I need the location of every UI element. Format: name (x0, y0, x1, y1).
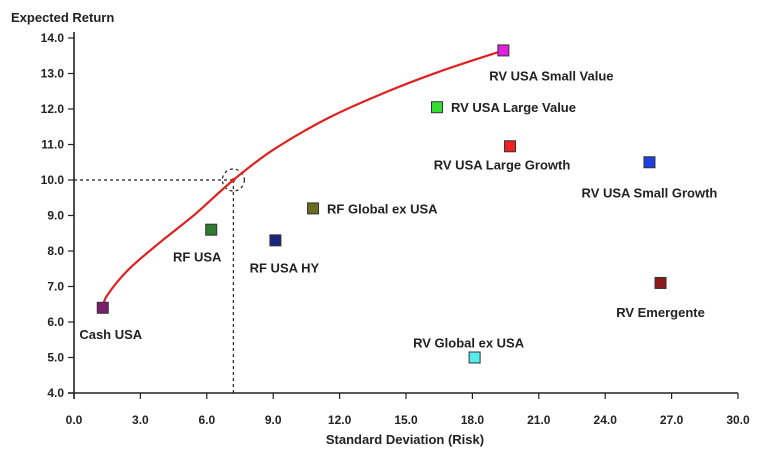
points-layer (96, 44, 667, 364)
highlight-dot (231, 178, 236, 182)
y-tick-label: 12.0 (41, 102, 65, 116)
x-axis-title: Standard Deviation (Risk) (326, 432, 484, 447)
point-label-cash-usa: Cash USA (79, 327, 142, 342)
x-tick-label: 15.0 (394, 413, 418, 427)
x-tick-label: 12.0 (328, 413, 352, 427)
point-label-rf-global-ex-usa: RF Global ex USA (327, 201, 438, 216)
point-label-rv-usa-small-growth: RV USA Small Growth (582, 185, 718, 200)
point-label-rv-emergente: RV Emergente (616, 305, 705, 320)
point-label-rf-usa-hy: RF USA HY (250, 260, 320, 275)
x-tick-label: 21.0 (527, 413, 551, 427)
point-marker-rv-usa-large-growth (504, 140, 517, 153)
point-label-rv-global-ex-usa: RV Global ex USA (413, 336, 525, 351)
x-tick-label: 30.0 (726, 413, 750, 427)
y-tick-label: 11.0 (41, 138, 64, 152)
point-label-rv-usa-small-value: RV USA Small Value (489, 68, 613, 83)
y-tick-label: 10.0 (41, 173, 65, 187)
x-tick-label: 24.0 (594, 413, 618, 427)
point-marker-rv-global-ex-usa (468, 351, 481, 364)
x-tick-label: 27.0 (660, 413, 684, 427)
point-label-rv-usa-large-growth: RV USA Large Growth (434, 157, 571, 172)
y-tick-label: 14.0 (41, 31, 65, 45)
point-marker-rv-emergente (654, 276, 667, 289)
point-marker-cash-usa (96, 301, 109, 314)
y-tick-label: 9.0 (47, 209, 64, 223)
y-tick-label: 4.0 (47, 386, 64, 400)
x-tick-label: 9.0 (265, 413, 282, 427)
point-label-rf-usa: RF USA (173, 250, 222, 265)
point-marker-rf-usa-hy (269, 234, 282, 247)
y-tick-label: 8.0 (47, 244, 64, 258)
x-tick-label: 18.0 (461, 413, 485, 427)
point-label-rv-usa-large-value: RV USA Large Value (451, 100, 576, 115)
y-axis-title: Expected Return (11, 10, 114, 25)
point-marker-rf-global-ex-usa (307, 202, 320, 215)
highlight-circle (221, 168, 245, 192)
guides (74, 168, 245, 393)
point-marker-rv-usa-small-growth (643, 156, 656, 169)
x-tick-label: 6.0 (198, 413, 215, 427)
x-tick-label: 3.0 (132, 413, 149, 427)
y-tick-label: 13.0 (41, 67, 65, 81)
labels-layer: Cash USA RF USA RF USA HY RF Global ex USA R… (79, 68, 717, 350)
y-tick-label: 5.0 (47, 351, 64, 365)
frontier-layer (101, 49, 504, 309)
axes: 0.0 3.0 6.0 9.0 12.0 15.0 18.0 21.0 24.0 27.0 30.0… (41, 31, 750, 427)
point-marker-rf-usa (205, 223, 218, 236)
x-tick-label: 0.0 (66, 413, 83, 427)
y-tick-label: 6.0 (47, 315, 64, 329)
point-marker-rv-usa-large-value (430, 101, 443, 114)
y-tick-label: 7.0 (47, 280, 64, 294)
point-marker-rv-usa-small-value (497, 44, 510, 57)
